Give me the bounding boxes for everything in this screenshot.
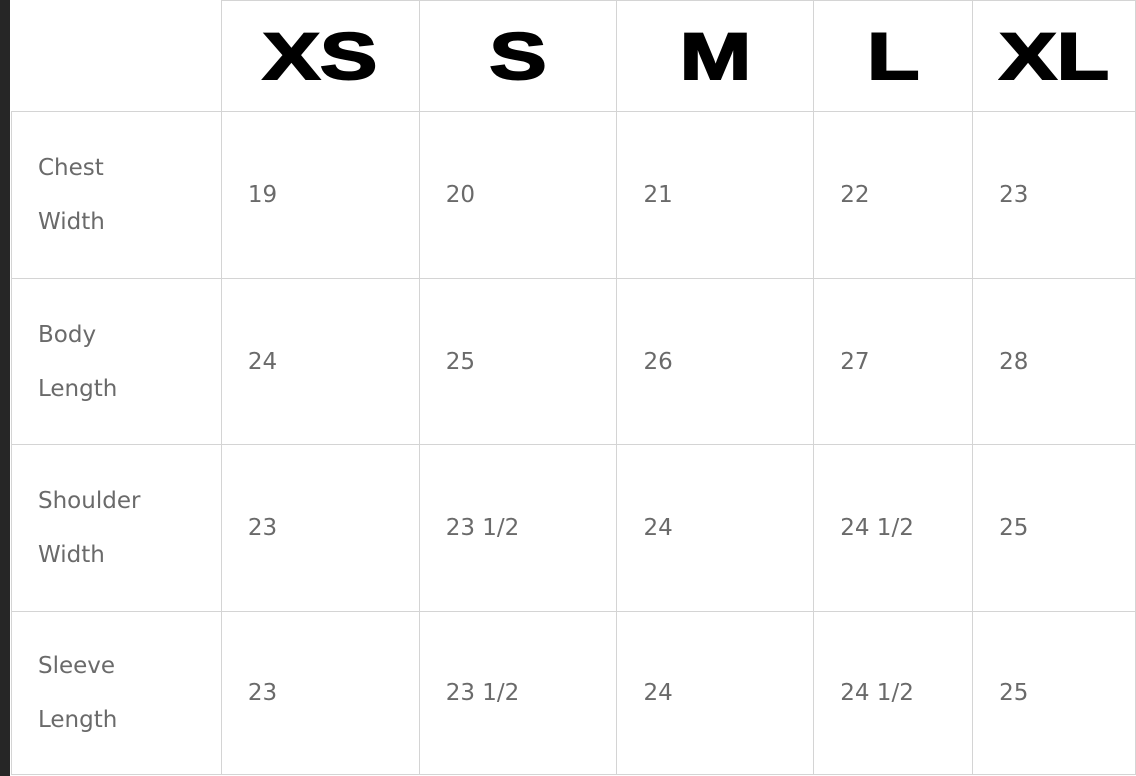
measurement-cell: 24 <box>220 278 420 445</box>
table-row: Body Length 24 25 26 27 28 <box>11 278 1136 445</box>
header-row: XS S M L XL <box>11 0 1136 112</box>
measurement-cell: 23 1/2 <box>418 611 618 775</box>
measurement-cell: 23 <box>220 444 420 612</box>
measurement-cell: 28 <box>972 278 1136 445</box>
measurement-cell: 24 1/2 <box>813 611 974 775</box>
measurement-cell: 24 <box>616 444 815 612</box>
measurement-cell: 25 <box>972 444 1136 612</box>
measurement-cell: 20 <box>418 111 618 279</box>
size-label: S <box>488 18 548 94</box>
row-label-line: Width <box>38 542 105 568</box>
measurement-cell: 23 <box>220 611 420 775</box>
row-label-line: Width <box>38 209 105 235</box>
measurement-cell: 19 <box>220 111 420 279</box>
size-label: XS <box>262 18 379 94</box>
size-label: M <box>678 18 752 94</box>
row-label-line: Chest <box>38 155 104 181</box>
size-header: M <box>616 0 815 112</box>
size-label: XL <box>998 18 1110 94</box>
measurement-cell: 25 <box>418 278 618 445</box>
measurement-cell: 23 1/2 <box>418 444 618 612</box>
row-label-line: Shoulder <box>38 488 141 514</box>
size-label: L <box>866 18 921 94</box>
row-label: Sleeve Length <box>11 611 222 775</box>
size-chart-table: XS S M L XL Chest Width 19 20 21 22 23 Body Leng… <box>11 0 1136 775</box>
table-row: Chest Width 19 20 21 22 23 <box>11 111 1136 279</box>
measurement-cell: 24 1/2 <box>813 444 974 612</box>
measurement-cell: 25 <box>972 611 1136 775</box>
row-label-line: Length <box>38 375 118 402</box>
row-label: Chest Width <box>11 111 222 279</box>
measurement-cell: 24 <box>616 611 815 775</box>
measurement-cell: 22 <box>813 111 974 279</box>
size-header: XL <box>972 0 1136 112</box>
table-row: Sleeve Length 23 23 1/2 24 24 1/2 25 <box>11 611 1136 775</box>
measurement-cell: 26 <box>616 278 815 445</box>
size-header: S <box>418 0 618 112</box>
row-label: Shoulder Width <box>11 444 222 612</box>
table-row: Shoulder Width 23 23 1/2 24 24 1/2 25 <box>11 444 1136 612</box>
size-header: XS <box>220 0 420 112</box>
measurement-cell: 27 <box>813 278 974 445</box>
row-label-line: Body <box>38 321 97 348</box>
corner-cell <box>11 0 222 112</box>
row-label: Body Length <box>11 278 222 445</box>
row-label-line: Length <box>38 707 118 733</box>
row-label-line: Sleeve <box>38 653 116 679</box>
measurement-cell: 21 <box>616 111 815 279</box>
size-header: L <box>813 0 974 112</box>
measurement-cell: 23 <box>972 111 1136 279</box>
left-border <box>0 0 10 776</box>
